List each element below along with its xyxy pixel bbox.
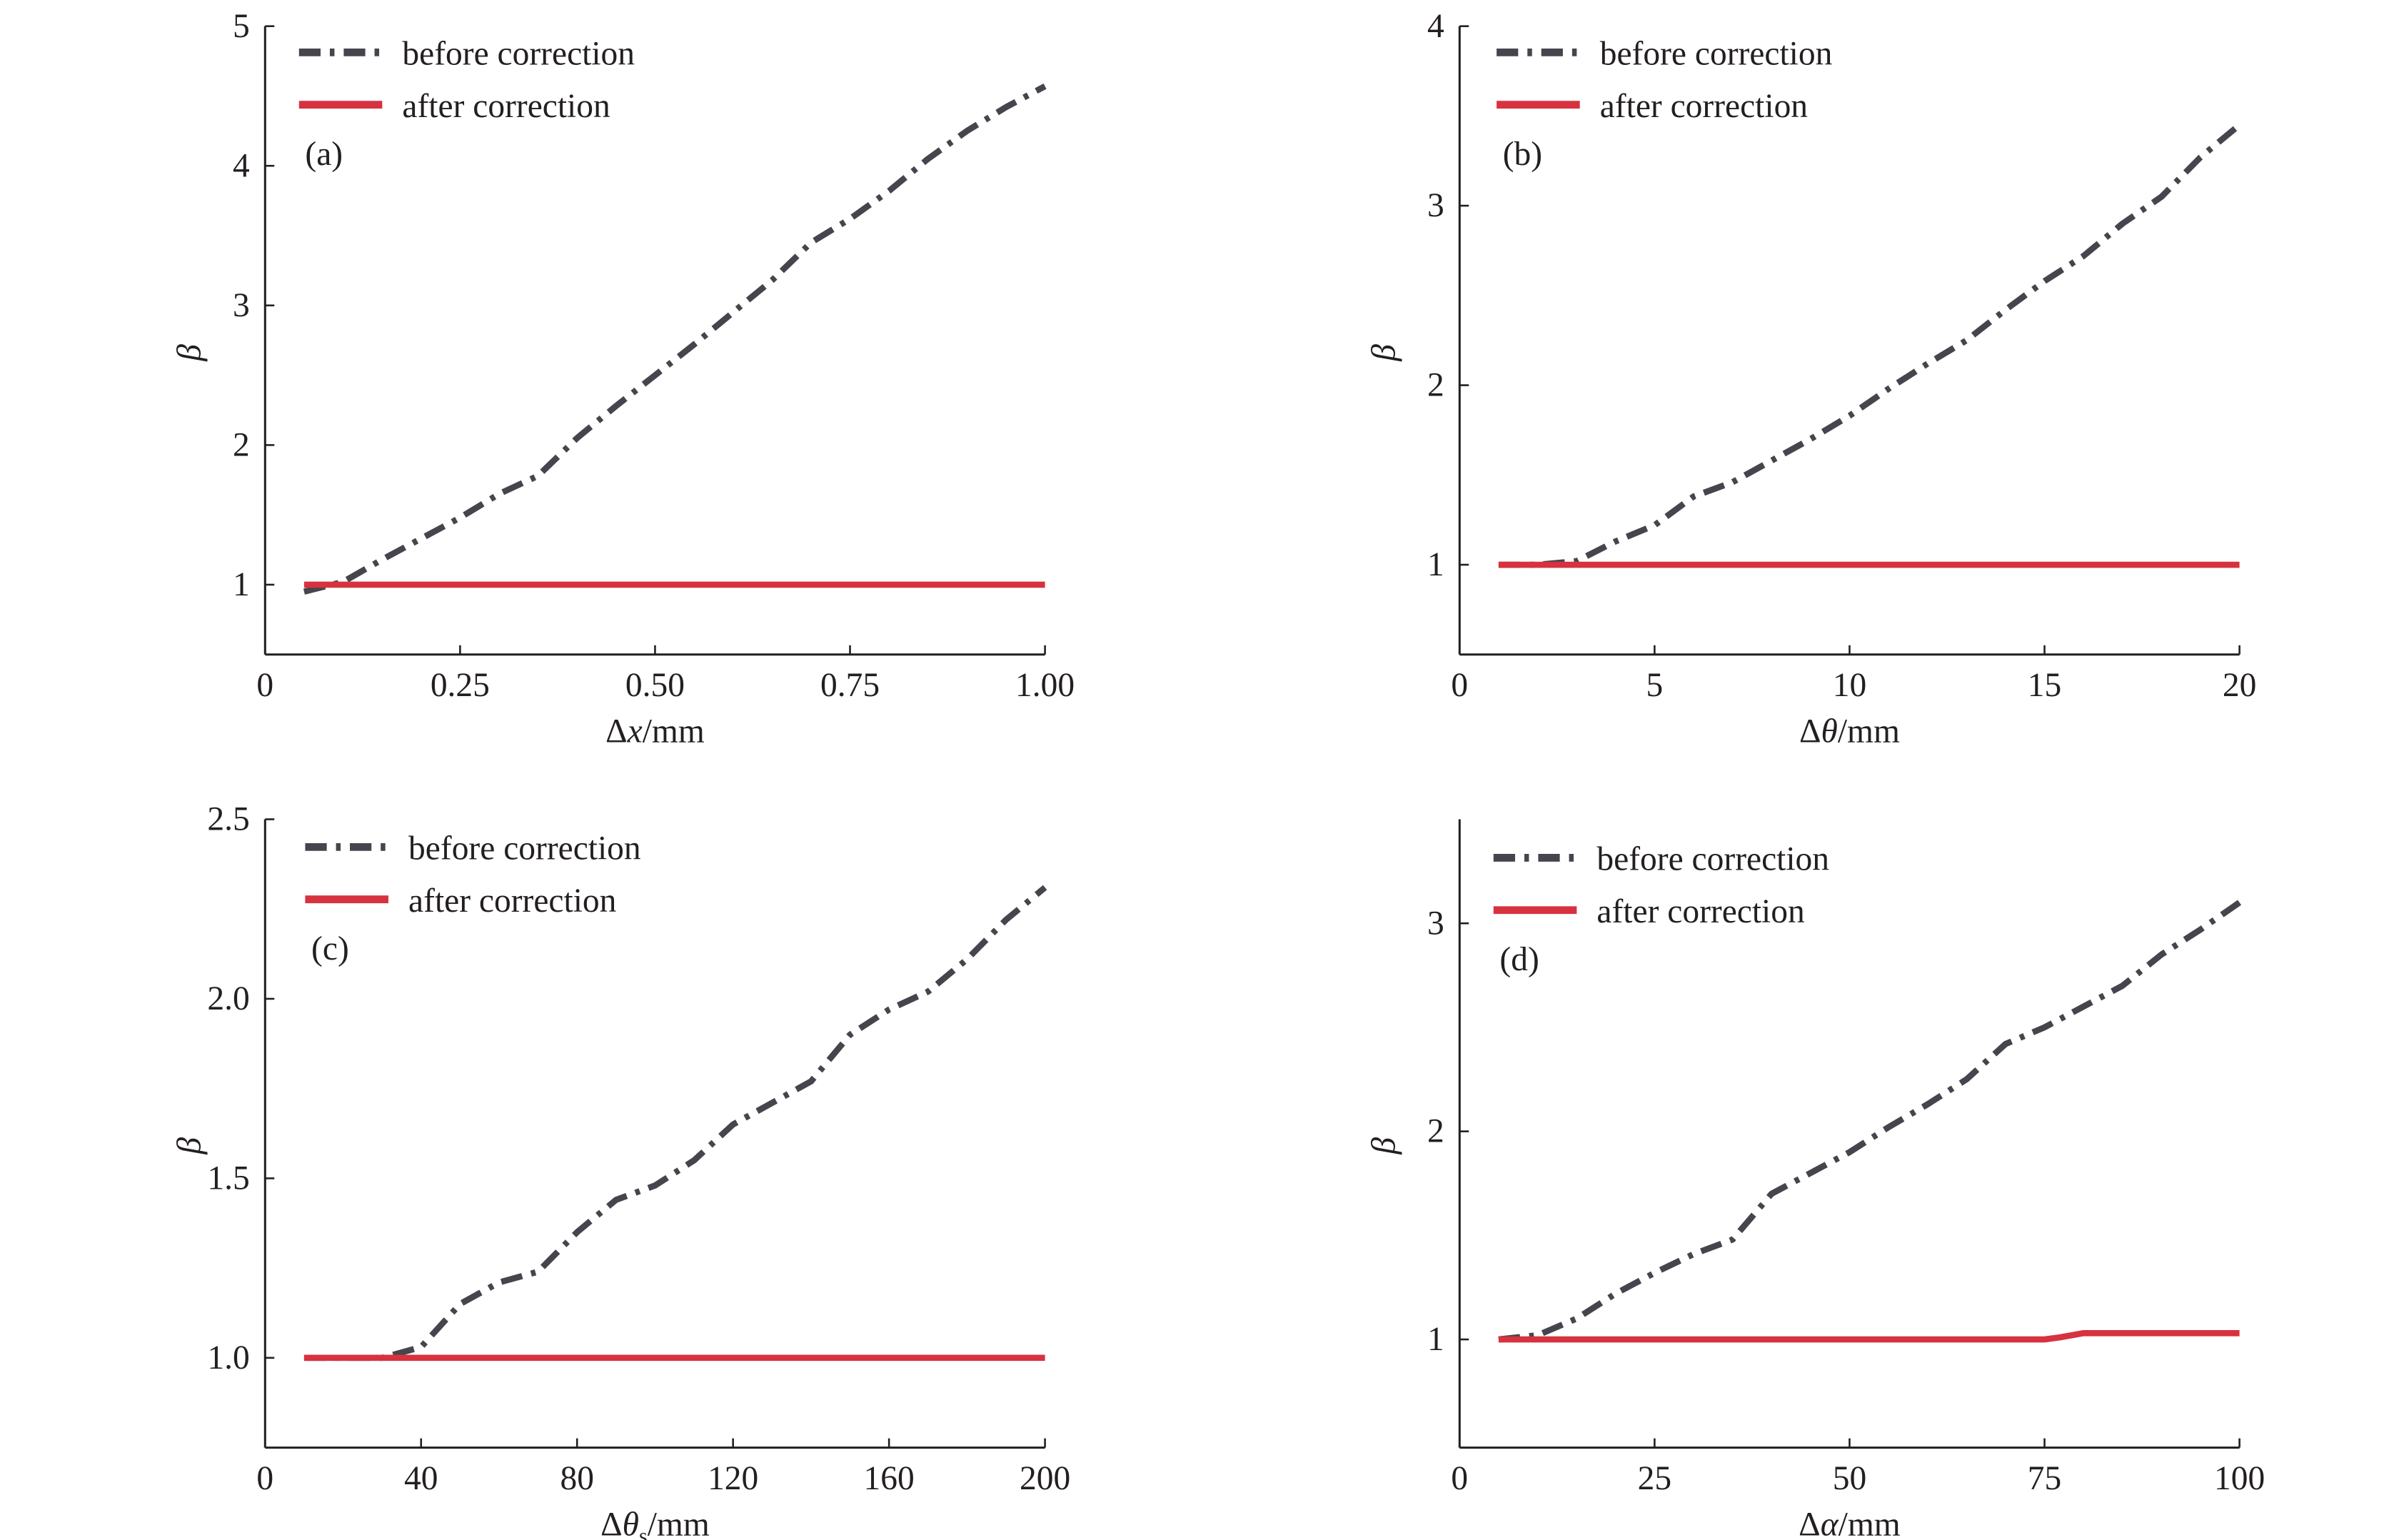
x-tick-label: 0 [1451, 667, 1468, 704]
x-label-prefix: Δ [605, 713, 628, 750]
legend: before correction after correction [1497, 36, 1833, 125]
panel-label: (a) [305, 136, 343, 173]
series-before-correction [1498, 900, 2242, 1343]
x-tick-label: 25 [1638, 1460, 1671, 1497]
series-before-correction [303, 83, 1047, 595]
legend: before correction after correction [298, 36, 635, 125]
y-tick-label: 3 [1427, 187, 1444, 224]
x-tick-label: 10 [1833, 667, 1866, 704]
legend: before correction after correction [1493, 841, 1829, 930]
x-tick-label: 0 [256, 1460, 273, 1497]
y-tick-label: 1.0 [207, 1339, 249, 1377]
legend: before correction after correction [305, 830, 641, 920]
y-axis-label: β [1366, 344, 1403, 362]
panel-c: 1.0 1.5 2.0 2.5 0 40 80 120 160 200 β Δθs/mm before … [171, 801, 1071, 1540]
x-tick-label: 200 [1020, 1460, 1070, 1497]
y-tick-label: 2.0 [207, 980, 249, 1017]
panel-a: 1 2 3 4 5 0 0.25 0.50 0.75 1.00 β Δx/mm before corre… [171, 8, 1075, 750]
x-tick-label: 15 [2028, 667, 2061, 704]
legend-label-after: after correction [408, 882, 617, 920]
panel-label: (b) [1503, 136, 1542, 173]
x-label-variable: α [1821, 1506, 1839, 1540]
x-label-variable: θ [1821, 713, 1838, 750]
x-label-variable: x [627, 713, 643, 750]
legend-label-before: before correction [1596, 841, 1829, 878]
x-label-prefix: Δ [1799, 1506, 1821, 1540]
y-tick-label: 1 [1427, 546, 1444, 583]
y-tick-label: 3 [1427, 905, 1444, 942]
x-label-unit: /mm [1838, 713, 1900, 750]
legend-label-before: before correction [1600, 36, 1833, 73]
x-axis-label: Δθs/mm [600, 1506, 710, 1540]
y-tick-label: 2.5 [207, 801, 249, 838]
x-label-prefix: Δ [600, 1506, 623, 1540]
x-label-unit: /mm [648, 1506, 710, 1540]
x-label-subscript: s [639, 1524, 648, 1540]
x-tick-label: 0 [256, 667, 273, 704]
x-label-unit: /mm [1839, 1506, 1901, 1540]
x-tick-label: 160 [864, 1460, 915, 1497]
x-tick-label: 0.50 [625, 667, 685, 704]
y-tick-label: 2 [1427, 1113, 1444, 1150]
x-label-unit: /mm [643, 713, 705, 750]
y-axis-label: β [171, 1137, 208, 1155]
x-tick-label: 20 [2223, 667, 2256, 704]
y-tick-label: 4 [233, 147, 250, 184]
x-tick-label: 0.25 [431, 667, 490, 704]
x-tick-label: 100 [2214, 1460, 2265, 1497]
x-tick-label: 5 [1646, 667, 1664, 704]
panel-label: (c) [311, 930, 349, 967]
x-label-variable: θ [623, 1506, 639, 1540]
x-axis-label: Δx/mm [605, 713, 705, 750]
y-tick-label: 4 [1427, 8, 1444, 45]
series-before-correction [303, 885, 1047, 1362]
y-tick-label: 5 [233, 8, 250, 45]
y-tick-label: 1 [233, 566, 250, 603]
x-axis-label: Δθ/mm [1799, 713, 1900, 750]
y-tick-label: 1 [1427, 1321, 1444, 1358]
panel-d: 1 2 3 0 25 50 75 100 β Δα/mm before correction afte… [1366, 819, 2265, 1540]
x-tick-label: 75 [2028, 1460, 2061, 1497]
x-tick-label: 120 [708, 1460, 758, 1497]
x-tick-label: 40 [404, 1460, 438, 1497]
x-tick-label: 1.00 [1015, 667, 1075, 704]
y-tick-label: 1.5 [207, 1160, 249, 1197]
legend-label-after: after correction [1596, 893, 1805, 930]
legend-label-after: after correction [402, 88, 610, 125]
x-tick-label: 0 [1451, 1460, 1468, 1497]
y-tick-label: 2 [1427, 367, 1444, 404]
x-tick-label: 0.75 [820, 667, 880, 704]
panel-label: (d) [1499, 941, 1539, 978]
x-tick-label: 80 [560, 1460, 593, 1497]
panel-b: 1 2 3 4 0 5 10 15 20 β Δθ/mm before correction after… [1366, 8, 2257, 750]
y-tick-label: 3 [233, 287, 250, 324]
x-axis-label: Δα/mm [1799, 1506, 1901, 1540]
x-label-prefix: Δ [1799, 713, 1821, 750]
series-before-correction [1498, 122, 2242, 568]
legend-label-before: before correction [408, 830, 641, 867]
y-axis-label: β [1366, 1137, 1403, 1155]
y-tick-label: 2 [233, 426, 250, 463]
series-after-correction [1498, 1329, 2240, 1343]
x-tick-label: 50 [1833, 1460, 1866, 1497]
y-axis-label: β [171, 344, 208, 362]
legend-label-before: before correction [402, 36, 635, 73]
legend-label-after: after correction [1600, 88, 1809, 125]
